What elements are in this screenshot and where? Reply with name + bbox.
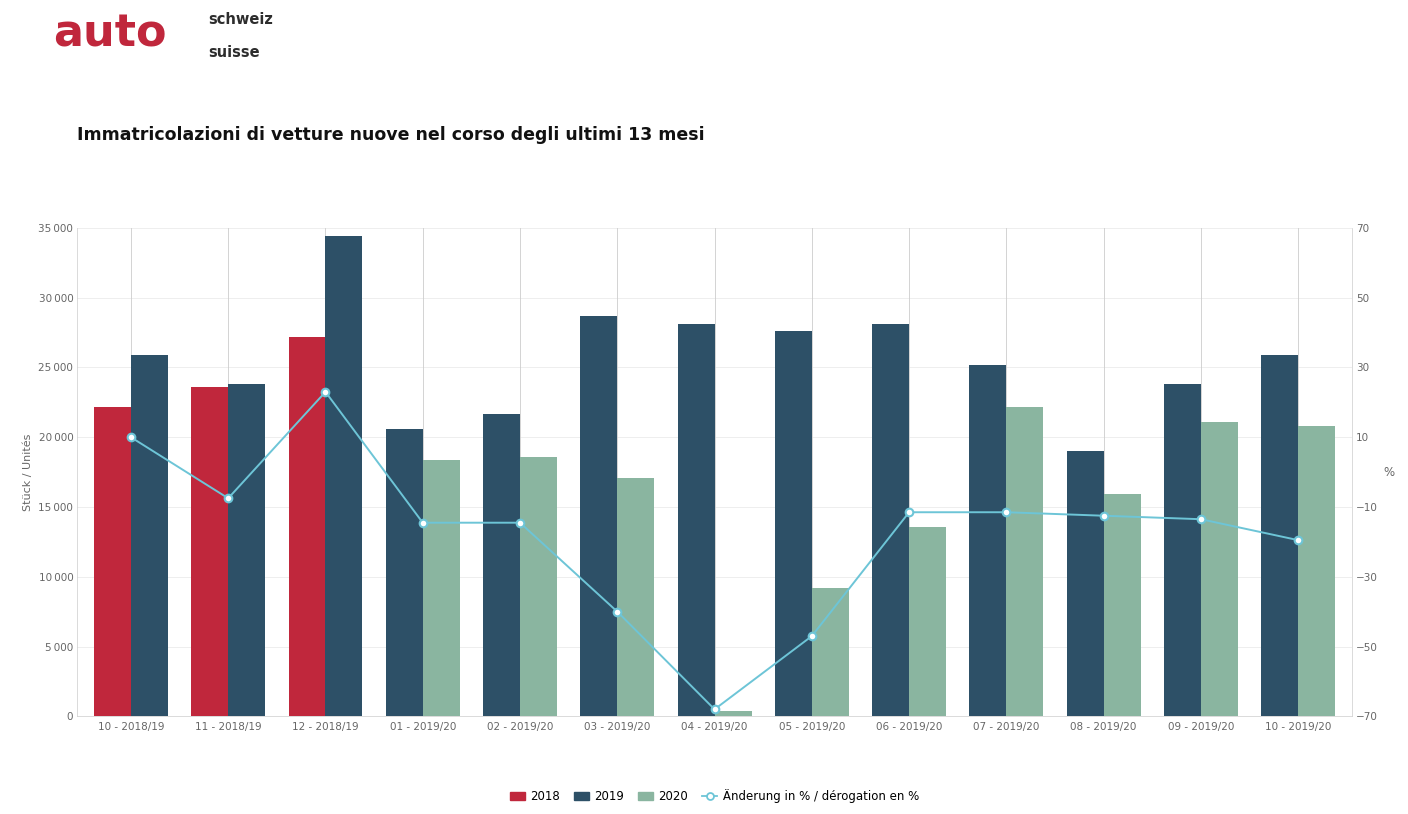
Y-axis label: Stück / Unités: Stück / Unités [23,433,32,511]
Bar [325,236,362,716]
Legend: 2018, 2019, 2020, Änderung in % / dérogation en %: 2018, 2019, 2020, Änderung in % / déroga… [505,785,924,808]
Bar [520,457,558,716]
Bar [677,324,714,716]
Bar [483,414,520,716]
Text: schweiz: schweiz [208,12,273,27]
Bar [714,711,752,716]
Bar [1164,384,1201,716]
Bar [774,331,812,716]
Bar [1262,355,1298,716]
Bar [289,337,325,716]
Bar [386,429,422,716]
Bar [580,316,617,716]
Bar [1298,426,1335,716]
Text: Immatricolazioni di vetture nuove nel corso degli ultimi 13 mesi: Immatricolazioni di vetture nuove nel co… [77,126,705,144]
Bar [131,355,168,716]
Bar [1067,451,1104,716]
Text: auto: auto [54,12,168,55]
Bar [191,387,228,716]
Bar [94,406,131,716]
Bar [812,588,849,716]
Bar [228,384,265,716]
Bar [1104,494,1140,716]
Y-axis label: %: % [1383,466,1394,479]
Text: suisse: suisse [208,45,260,59]
Bar [1201,422,1238,716]
Bar [872,324,910,716]
Bar [422,460,459,716]
Bar [969,365,1007,716]
Bar [910,527,946,716]
Bar [617,478,655,716]
Bar [1007,406,1043,716]
